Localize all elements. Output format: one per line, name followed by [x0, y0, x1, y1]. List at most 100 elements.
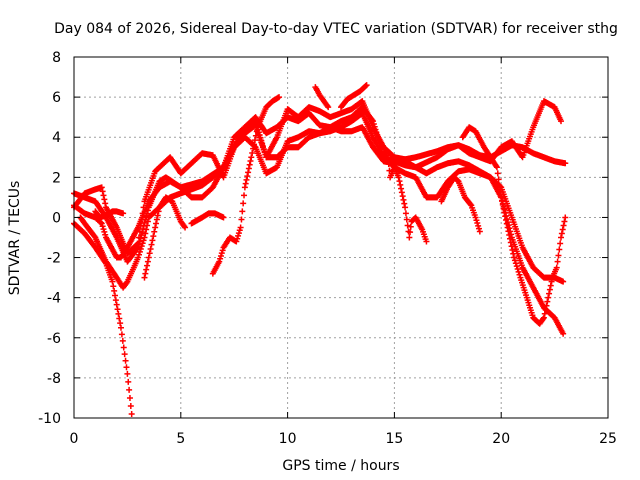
data-point	[135, 251, 142, 258]
data-point	[558, 118, 565, 125]
data-point	[148, 241, 155, 248]
data-point	[146, 250, 153, 257]
data-point	[513, 263, 520, 270]
data-point	[506, 231, 513, 238]
data-point	[556, 246, 563, 253]
data-point	[144, 262, 151, 269]
data-point	[135, 254, 142, 261]
data-point	[510, 250, 517, 257]
data-point	[248, 154, 255, 161]
data-point	[276, 94, 283, 101]
data-point	[122, 357, 129, 364]
data-point	[233, 238, 240, 245]
data-point	[494, 170, 501, 177]
data-point	[542, 306, 549, 313]
data-point	[118, 331, 125, 338]
x-tick-label: 15	[385, 431, 403, 447]
data-point	[397, 181, 404, 188]
data-point	[507, 235, 514, 242]
data-point	[501, 209, 508, 216]
series-8	[188, 210, 227, 227]
chart-title: Day 084 of 2026, Sidereal Day-to-day VTE…	[54, 21, 618, 37]
data-point	[139, 240, 146, 247]
data-point	[234, 235, 241, 242]
data-point	[155, 208, 162, 215]
data-point	[217, 255, 224, 262]
data-point	[540, 314, 547, 321]
data-point	[241, 192, 248, 199]
y-tick-label: -8	[47, 371, 61, 387]
data-point	[102, 231, 109, 238]
data-point	[138, 243, 145, 250]
data-point	[124, 370, 131, 377]
data-point	[126, 394, 133, 401]
series-14	[459, 124, 569, 327]
data-point	[238, 216, 245, 223]
data-point	[147, 245, 154, 252]
plot-frame	[73, 56, 609, 419]
data-point	[102, 200, 109, 207]
data-point	[149, 237, 156, 244]
data-point	[135, 234, 142, 241]
data-point	[398, 185, 405, 192]
data-point	[474, 220, 481, 227]
data-point	[101, 196, 108, 203]
data-point	[123, 364, 130, 371]
data-point	[324, 102, 331, 109]
data-point	[503, 220, 510, 227]
data-point	[140, 237, 147, 244]
data-point	[216, 258, 223, 265]
data-point	[251, 137, 258, 144]
data-point	[127, 402, 134, 409]
x-tick-label: 10	[279, 431, 297, 447]
data-point	[512, 260, 519, 267]
data-point	[261, 148, 268, 155]
data-point	[112, 292, 119, 299]
x-tick-label: 25	[599, 431, 617, 447]
data-point	[553, 264, 560, 271]
x-tick-label: 20	[492, 431, 510, 447]
data-point	[476, 228, 483, 235]
data-point	[257, 134, 264, 141]
x-tick-label: 0	[70, 431, 79, 447]
data-point	[258, 137, 265, 144]
data-point	[541, 310, 548, 317]
data-point	[152, 224, 159, 231]
data-point	[251, 141, 258, 148]
data-point	[112, 297, 119, 304]
data-point	[151, 228, 158, 235]
data-point	[504, 224, 511, 231]
data-point	[407, 223, 414, 230]
data-point	[493, 164, 500, 171]
data-point	[543, 302, 550, 309]
data-point	[511, 257, 518, 264]
data-point	[235, 232, 242, 239]
data-point	[115, 310, 122, 317]
data-point	[505, 228, 512, 235]
data-point	[509, 247, 516, 254]
data-point	[235, 230, 242, 237]
data-point	[218, 250, 225, 257]
data-point	[495, 176, 502, 183]
data-point	[141, 274, 148, 281]
data-point	[557, 240, 564, 247]
data-point	[181, 223, 188, 230]
y-tick-label: 8	[52, 50, 61, 66]
data-point	[384, 154, 391, 161]
data-point	[398, 189, 405, 196]
data-point	[555, 252, 562, 259]
data-point	[142, 270, 149, 277]
data-point	[467, 201, 474, 208]
data-point	[400, 196, 407, 203]
data-point	[407, 229, 414, 236]
data-point	[252, 132, 259, 139]
data-point	[253, 128, 260, 135]
data-point	[497, 188, 504, 195]
data-point	[259, 143, 266, 150]
data-point	[143, 266, 150, 273]
data-point	[113, 301, 120, 308]
data-point	[111, 287, 118, 294]
data-point	[99, 223, 106, 230]
data-point	[100, 226, 107, 233]
